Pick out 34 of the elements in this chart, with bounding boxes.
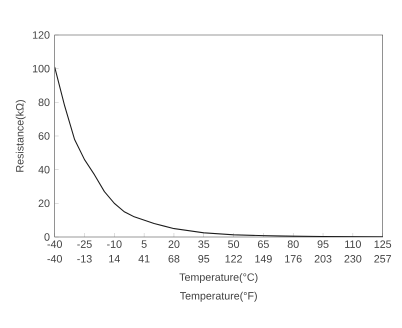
x-tick-label: -10 [107,240,122,248]
x-tick-label: 35 [198,240,210,248]
x2-tick-label: 149 [255,255,272,263]
y-tick-label: 60 [38,132,50,140]
x2-tick-label: 230 [344,255,362,263]
x-tick-label: 80 [288,240,299,248]
x-tick-label: -25 [77,240,92,248]
y-tick-label: 40 [38,166,50,174]
x2-axis-title: Temperature(°F) [180,292,257,302]
x2-tick-label: 122 [225,255,242,262]
x2-tick-label: 176 [285,255,302,263]
y-tick-label: 20 [38,200,50,208]
x2-tick-label: -13 [77,255,92,263]
y-tick-label: 0 [44,233,50,241]
y-tick-label: 100 [32,64,50,72]
x2-tick-label: 203 [314,255,332,263]
x-tick-label: 50 [228,240,240,248]
x2-tick-label: 95 [198,255,210,263]
x2-tick-label: 257 [374,255,392,263]
x-tick-label: 20 [168,240,180,248]
x-axis-title: Temperature(°C) [179,273,258,284]
x-tick-label: 65 [258,240,269,248]
x-tick-label: -40 [47,240,62,248]
x-tick-label: 5 [142,240,147,248]
x-tick-label: 110 [345,240,361,248]
x-tick-label: 95 [318,240,329,248]
y-tick-label: 120 [32,31,50,39]
x2-tick-label: 14 [109,255,120,262]
x2-tick-label: -40 [47,255,62,263]
x2-tick-label: 41 [138,255,150,262]
y-tick-label: 80 [38,98,50,106]
y-axis-title: Resistance(kΩ) [16,100,26,172]
x2-tick-label: 68 [168,255,180,263]
x-tick-label: 125 [374,240,392,248]
